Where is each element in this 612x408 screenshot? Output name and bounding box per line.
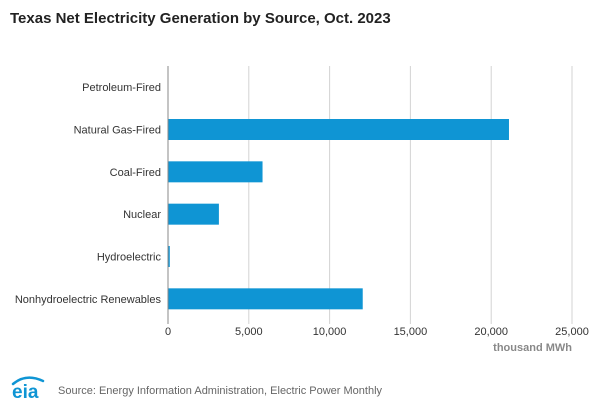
- category-label: Nonhydroelectric Renewables: [15, 294, 162, 306]
- category-label: Natural Gas-Fired: [74, 125, 161, 137]
- x-tick-label: 10,000: [313, 326, 347, 338]
- bars: [168, 76, 509, 310]
- eia-logo: eia: [11, 376, 45, 403]
- bar: [168, 203, 219, 225]
- x-tick-label: 20,000: [474, 326, 508, 338]
- x-tick-labels: 0 5,000 10,000 15,000 20,000 25,000: [165, 326, 589, 338]
- x-tick-label: 15,000: [394, 326, 428, 338]
- footer: eia Source: Energy Information Administr…: [10, 374, 602, 404]
- x-tick-label: 25,000: [555, 326, 589, 338]
- source-note: Source: Energy Information Administratio…: [58, 385, 383, 397]
- category-label: Nuclear: [123, 209, 161, 221]
- bar: [168, 119, 509, 140]
- bar: [168, 161, 263, 183]
- category-label: Coal-Fired: [110, 167, 161, 179]
- logo-swoosh-icon: [11, 376, 45, 386]
- category-labels: Petroleum-Fired Natural Gas-Fired Coal-Fir…: [15, 82, 162, 306]
- bar: [168, 288, 363, 310]
- x-axis-title: thousand MWh: [493, 342, 572, 354]
- x-tick-label: 0: [165, 326, 171, 338]
- category-label: Petroleum-Fired: [82, 82, 161, 94]
- grid-lines: [248, 66, 573, 324]
- logo-text: eia: [12, 382, 39, 403]
- bar-chart: Petroleum-Fired Natural Gas-Fired Coal-Fir…: [15, 66, 589, 354]
- bar: [168, 246, 170, 267]
- x-tick-label: 5,000: [235, 326, 263, 338]
- category-label: Hydroelectric: [97, 252, 162, 264]
- chart-title: Texas Net Electricity Generation by Sour…: [10, 10, 391, 27]
